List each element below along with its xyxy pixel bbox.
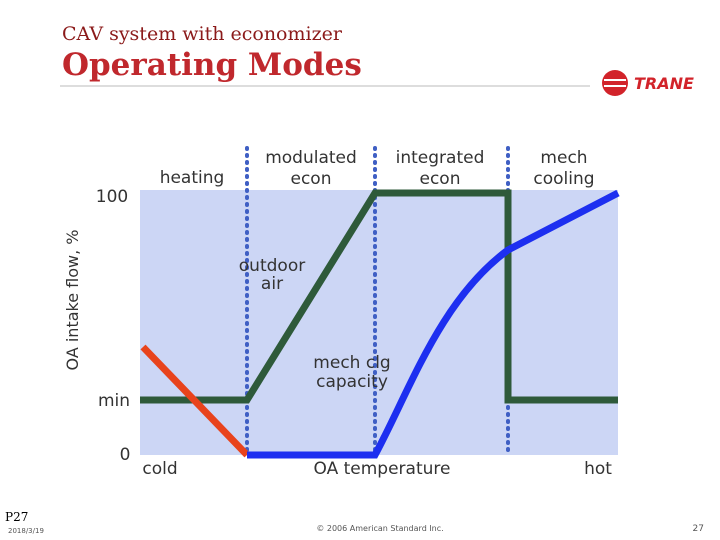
annotation: capacity bbox=[316, 372, 388, 392]
title: Operating Modes bbox=[62, 47, 362, 83]
x-label: hot bbox=[584, 459, 612, 479]
y-label: min bbox=[98, 391, 130, 411]
logo-text: TRANE bbox=[634, 74, 694, 93]
subtitle: CAV system with economizer bbox=[62, 23, 343, 45]
outdoor-air-line bbox=[140, 189, 618, 404]
heating-line bbox=[140, 344, 250, 458]
annotation: air bbox=[261, 274, 283, 294]
logo-mark bbox=[602, 70, 628, 96]
page-code: P27 bbox=[5, 510, 28, 524]
mode-label: econ bbox=[420, 169, 461, 189]
y-label: 100 bbox=[96, 187, 128, 207]
page-number: 27 bbox=[693, 524, 704, 534]
x-label: OA temperature bbox=[314, 459, 451, 479]
mode-label: integrated bbox=[396, 148, 485, 168]
mode-label: cooling bbox=[533, 169, 594, 189]
mode-label: econ bbox=[291, 169, 332, 189]
y-label: 0 bbox=[120, 445, 131, 465]
mode-label: modulated bbox=[265, 148, 357, 168]
mode-label: mech bbox=[540, 148, 587, 168]
x-label: cold bbox=[142, 459, 177, 479]
mode-label: heating bbox=[160, 168, 225, 188]
copyright: © 2006 American Standard Inc. bbox=[316, 524, 443, 533]
mech-cooling-line bbox=[247, 189, 620, 459]
annotation: mech clg bbox=[313, 353, 390, 373]
logo-stripes bbox=[604, 79, 626, 87]
annotation: outdoor bbox=[239, 256, 305, 276]
date: 2018/3/19 bbox=[8, 527, 44, 535]
y-axis-label: OA intake flow, % bbox=[63, 230, 82, 371]
logo: TRANE bbox=[602, 70, 694, 96]
